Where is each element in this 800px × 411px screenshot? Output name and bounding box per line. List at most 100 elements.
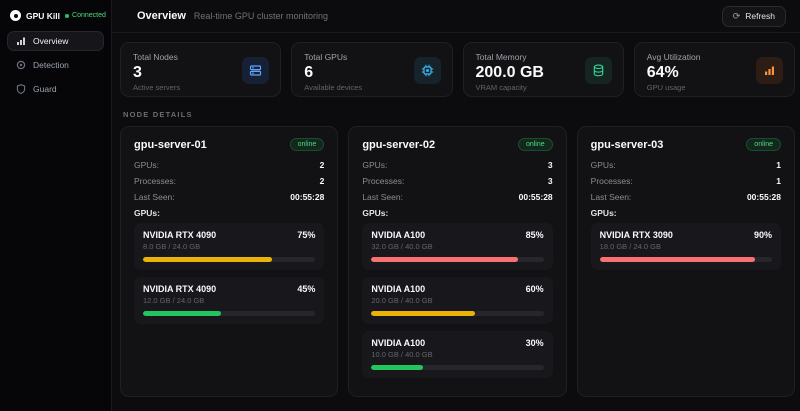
refresh-label: Refresh <box>745 11 775 21</box>
processes-label: Processes: <box>590 176 633 186</box>
gpu-name: NVIDIA A100 <box>371 338 426 348</box>
gpu-name: NVIDIA A100 <box>371 284 426 294</box>
gpu-utilization: 30% <box>525 338 544 348</box>
gpu-utilization: 90% <box>753 230 772 240</box>
stat-label: Total GPUs <box>304 52 348 62</box>
stat-label: Avg Utilization <box>646 52 701 62</box>
sidebar-nav: Overview Detection Guard <box>7 31 104 99</box>
database-icon <box>584 57 612 84</box>
stat-value: 3 <box>133 64 142 81</box>
status-badge: online <box>289 138 325 151</box>
progress-fill <box>371 257 518 262</box>
main-area: Overview Real-time GPU cluster monitorin… <box>112 0 800 411</box>
sidebar: GPU Kill Connected Overview Detection <box>0 0 112 411</box>
nodes-row: gpu-server-01 online GPUs: 2 Processes: 2 … <box>120 126 795 397</box>
gpus-label: GPUs: <box>134 160 160 170</box>
gpu-list-label: GPUs: <box>134 208 160 218</box>
chip-icon <box>413 57 441 84</box>
processes-value: 2 <box>319 176 325 186</box>
refresh-button[interactable]: ⟳ Refresh <box>721 5 786 27</box>
shield-icon <box>16 84 26 94</box>
last-seen-value: 00:55:28 <box>746 192 781 202</box>
progress-track <box>143 311 316 316</box>
content: Total Nodes 3 Active servers Total GPUs … <box>112 33 800 411</box>
gpus-value: 2 <box>319 160 325 170</box>
server-icon <box>242 57 270 84</box>
page-header: Overview Real-time GPU cluster monitorin… <box>112 0 800 33</box>
stat-value: 64% <box>646 64 679 81</box>
progress-track <box>371 311 544 316</box>
gpu-memory: 8.0 GB / 24.0 GB <box>143 242 201 251</box>
gpu-list-label: GPUs: <box>362 208 389 218</box>
page-title: Overview <box>137 10 186 22</box>
node-name: gpu-server-01 <box>134 138 207 151</box>
gpus-label: GPUs: <box>590 160 616 170</box>
sidebar-item-label: Overview <box>33 36 69 46</box>
gpus-label: GPUs: <box>362 160 388 170</box>
progress-fill <box>143 311 221 316</box>
sidebar-item-label: Detection <box>33 60 69 70</box>
progress-fill <box>371 365 424 370</box>
gpu-utilization: 85% <box>525 230 544 240</box>
gpu-row: NVIDIA A100 85% 32.0 GB / 40.0 GB <box>362 223 553 270</box>
bar-chart-icon <box>17 37 25 45</box>
gpu-row: NVIDIA A100 30% 10.0 GB / 40.0 GB <box>362 331 553 378</box>
progress-track <box>371 365 544 370</box>
gpu-utilization: 45% <box>297 284 316 294</box>
processes-label: Processes: <box>362 176 405 186</box>
sidebar-item-detection[interactable]: Detection <box>7 55 104 75</box>
stat-subtitle: GPU usage <box>646 82 686 92</box>
stat-value: 200.0 GB <box>475 64 544 81</box>
last-seen-value: 00:55:28 <box>290 192 325 202</box>
radar-icon <box>16 60 26 70</box>
sidebar-item-overview[interactable]: Overview <box>7 31 104 51</box>
last-seen-label: Last Seen: <box>590 192 632 202</box>
processes-value: 1 <box>776 176 781 186</box>
stats-row: Total Nodes 3 Active servers Total GPUs … <box>120 42 795 97</box>
status-badge: online <box>517 138 553 151</box>
page-subtitle: Real-time GPU cluster monitoring <box>193 11 328 21</box>
gpu-memory: 32.0 GB / 40.0 GB <box>371 242 433 251</box>
gpu-name: NVIDIA RTX 3090 <box>599 230 673 240</box>
gpu-memory: 18.0 GB / 24.0 GB <box>599 242 661 251</box>
progress-fill <box>599 257 755 262</box>
progress-fill <box>371 311 475 316</box>
connection-status: Connected <box>65 12 106 19</box>
progress-fill <box>143 257 273 262</box>
stat-card-total-nodes: Total Nodes 3 Active servers <box>120 42 282 97</box>
stat-label: Total Nodes <box>133 52 178 62</box>
processes-label: Processes: <box>134 176 177 186</box>
app-name: GPU Kill <box>26 10 61 21</box>
gpu-memory: 10.0 GB / 40.0 GB <box>371 350 433 359</box>
refresh-icon: ⟳ <box>732 10 741 21</box>
gpu-utilization: 60% <box>525 284 544 294</box>
status-badge: online <box>746 138 781 151</box>
logo: GPU Kill Connected <box>7 8 106 31</box>
stat-subtitle: Active servers <box>133 82 181 92</box>
gpu-utilization: 75% <box>297 230 316 240</box>
stat-subtitle: VRAM capacity <box>475 82 527 92</box>
gpu-list-label: GPUs: <box>590 208 617 218</box>
gpu-row: NVIDIA A100 60% 20.0 GB / 40.0 GB <box>362 277 553 324</box>
gpus-value: 3 <box>547 160 553 170</box>
gpu-name: NVIDIA RTX 4090 <box>143 284 217 294</box>
progress-track <box>143 257 316 262</box>
sidebar-item-guard[interactable]: Guard <box>7 79 104 99</box>
progress-track <box>371 257 544 262</box>
stat-label: Total Memory <box>475 52 527 62</box>
logo-icon <box>10 10 21 21</box>
gpu-memory: 12.0 GB / 24.0 GB <box>143 296 205 305</box>
node-name: gpu-server-02 <box>362 138 436 151</box>
last-seen-label: Last Seen: <box>362 192 403 202</box>
gpu-name: NVIDIA RTX 4090 <box>143 230 217 240</box>
gpu-name: NVIDIA A100 <box>371 230 426 240</box>
stat-subtitle: Available devices <box>304 82 363 92</box>
sidebar-item-label: Guard <box>33 84 57 94</box>
gpu-row: NVIDIA RTX 4090 45% 12.0 GB / 24.0 GB <box>134 277 325 324</box>
section-label-node-details: NODE DETAILS <box>123 110 193 119</box>
gpu-row: NVIDIA RTX 4090 75% 8.0 GB / 24.0 GB <box>134 223 325 270</box>
node-card-gpu-server-01: gpu-server-01 online GPUs: 2 Processes: 2 … <box>120 126 339 397</box>
processes-value: 3 <box>547 176 553 186</box>
last-seen-value: 00:55:28 <box>518 192 553 202</box>
node-card-gpu-server-02: gpu-server-02 online GPUs: 3 Processes: 3 … <box>348 126 567 397</box>
